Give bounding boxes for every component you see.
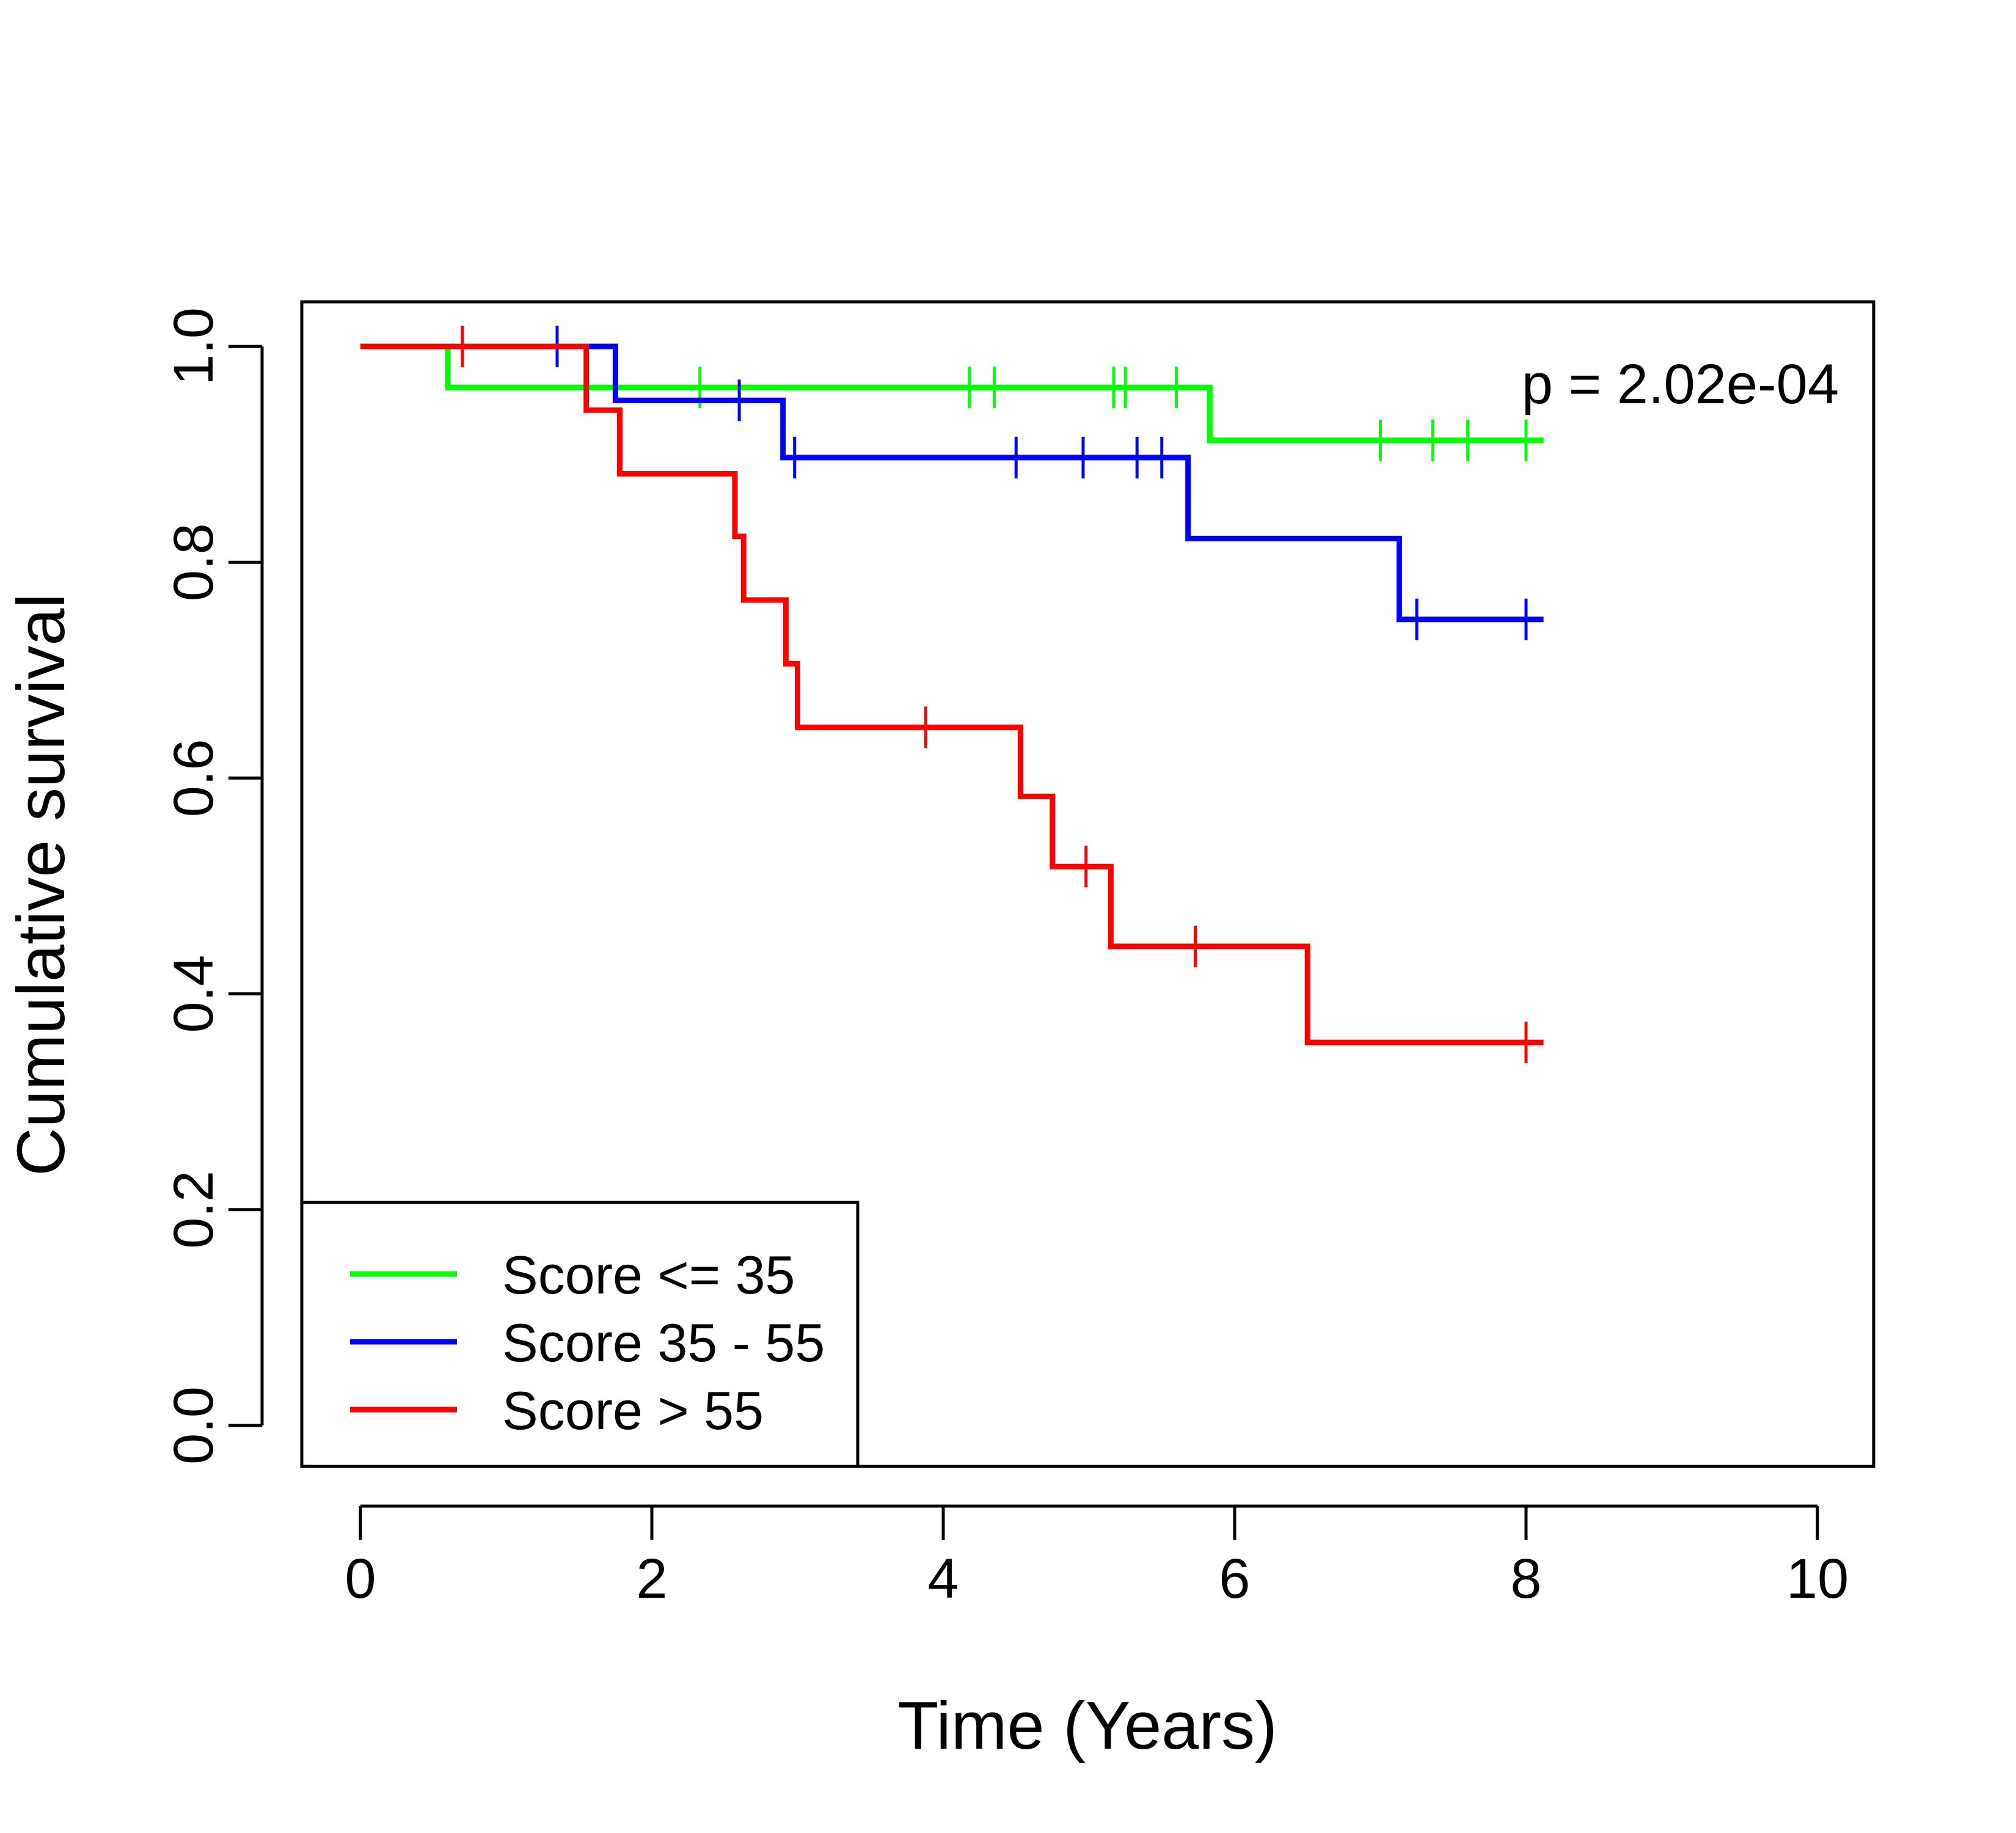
legend: Score <= 35 Score 35 - 55 Score > 55 [300, 1201, 860, 1468]
survival-curve [360, 343, 1544, 1045]
x-tick-label: 8 [1510, 1548, 1541, 1610]
legend-label: Score > 55 [502, 1380, 764, 1441]
series-2 [360, 326, 1544, 640]
x-tick-label: 0 [345, 1548, 376, 1610]
y-axis: 0.0 0.2 0.4 0.6 0.8 1.0 [163, 307, 264, 1465]
y-tick-label: 0.8 [163, 523, 225, 601]
x-axis: 0 2 4 6 8 10 [345, 1504, 1849, 1610]
legend-entry: Score <= 35 [350, 1245, 795, 1305]
legend-label: Score <= 35 [502, 1245, 795, 1305]
y-tick-label: 0.6 [163, 739, 225, 817]
y-axis-label: Cumulative survival [4, 593, 79, 1176]
y-tick-label: 0.4 [163, 955, 225, 1033]
plot-frame [300, 300, 1875, 1468]
y-tick-label: 1.0 [163, 307, 225, 386]
x-tick-label: 10 [1786, 1548, 1849, 1610]
x-tick-label: 6 [1219, 1548, 1250, 1610]
legend-entry: Score > 55 [350, 1380, 764, 1441]
p-value-annotation: p = 2.02e-04 [1522, 353, 1839, 415]
series-3 [360, 326, 1544, 1064]
legend-label: Score 35 - 55 [502, 1312, 825, 1373]
survival-curve [360, 343, 1544, 623]
legend-box [300, 1201, 860, 1468]
x-axis-label: Time (Years) [897, 1688, 1277, 1763]
y-tick-label: 0.0 [163, 1386, 225, 1465]
survival-curves [360, 326, 1544, 1064]
legend-items: Score <= 35 Score 35 - 55 Score > 55 [350, 1245, 825, 1441]
legend-entry: Score 35 - 55 [350, 1312, 825, 1373]
x-tick-label: 2 [636, 1548, 667, 1610]
x-tick-label: 4 [927, 1548, 959, 1610]
y-tick-label: 0.2 [163, 1171, 225, 1249]
